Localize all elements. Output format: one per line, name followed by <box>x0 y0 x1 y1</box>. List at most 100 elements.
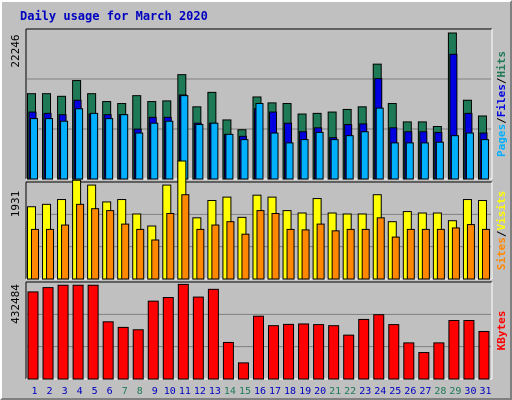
pages-bar-18 <box>285 142 294 180</box>
pages-bar-14 <box>225 133 234 180</box>
day-label-18: 18 <box>284 386 296 397</box>
sites-bar-16 <box>256 210 265 280</box>
day-label-28: 28 <box>434 386 446 397</box>
axis-max-hits: 22246 <box>9 34 22 67</box>
day-label-1: 1 <box>32 386 38 397</box>
day-label-30: 30 <box>464 386 476 397</box>
pages-bar-16 <box>255 103 264 180</box>
day-label-25: 25 <box>389 386 401 397</box>
sites-bar-14 <box>226 221 235 280</box>
pages-bar-22 <box>345 135 354 180</box>
kbytes-bar-6 <box>102 321 114 380</box>
sites-bar-28 <box>436 228 445 280</box>
kbytes-bar-7 <box>117 326 129 380</box>
pages-bar-29 <box>450 135 459 180</box>
kbytes-bar-1 <box>27 291 39 380</box>
pages-bar-15 <box>240 139 249 180</box>
pages-bar-9 <box>150 122 159 180</box>
kbytes-bar-16 <box>252 315 264 380</box>
legend-kbytes-part-1: KBytes <box>495 311 508 351</box>
day-label-31: 31 <box>479 386 491 397</box>
kbytes-bar-12 <box>192 296 204 380</box>
day-label-10: 10 <box>164 386 176 397</box>
day-label-23: 23 <box>359 386 371 397</box>
day-label-11: 11 <box>179 386 191 397</box>
sites-bar-22 <box>346 228 355 280</box>
kbytes-bar-2 <box>42 287 54 380</box>
legend-sites-visits-part-2: / <box>495 230 508 237</box>
kbytes-bar-27 <box>418 352 430 380</box>
sites-bar-23 <box>361 228 370 280</box>
day-label-22: 22 <box>344 386 356 397</box>
kbytes-bar-26 <box>403 342 415 380</box>
kbytes-bar-30 <box>463 320 475 380</box>
sites-bar-4 <box>76 203 85 280</box>
kbytes-bar-5 <box>87 284 99 380</box>
sites-bar-12 <box>196 228 205 280</box>
sites-bar-15 <box>241 233 250 280</box>
pages-bar-2 <box>45 118 54 180</box>
day-label-26: 26 <box>404 386 416 397</box>
legend-pages-files-hits-part-2: / <box>495 117 508 124</box>
kbytes-bar-11 <box>177 283 189 380</box>
kbytes-bar-17 <box>268 325 280 380</box>
sites-bar-5 <box>91 208 100 280</box>
legend-pages-files-hits-part-3: Files <box>495 84 508 117</box>
pages-bar-20 <box>315 131 324 180</box>
legend-pages-files-hits-part-4: / <box>495 77 508 84</box>
pages-bar-28 <box>435 141 444 180</box>
kbytes-bar-21 <box>328 325 340 380</box>
day-label-8: 8 <box>137 386 143 397</box>
day-label-14: 14 <box>224 386 236 397</box>
kbytes-bar-9 <box>147 300 159 380</box>
day-label-2: 2 <box>47 386 53 397</box>
pages-bar-5 <box>90 112 99 180</box>
pages-bar-17 <box>270 132 279 180</box>
day-label-17: 17 <box>269 386 281 397</box>
day-label-16: 16 <box>254 386 266 397</box>
axis-max-kbytes: 432484 <box>9 284 22 324</box>
pages-bar-30 <box>465 132 474 180</box>
kbytes-bar-18 <box>283 323 295 380</box>
legend-sites-visits-part-3: Visits <box>495 191 508 231</box>
pages-bar-3 <box>60 120 69 180</box>
pages-bar-8 <box>135 132 144 180</box>
sites-bar-24 <box>376 217 385 280</box>
sites-bar-30 <box>466 224 475 280</box>
kbytes-bar-24 <box>373 314 385 380</box>
kbytes-bar-15 <box>237 362 249 380</box>
sites-bar-29 <box>451 227 460 280</box>
pages-bar-13 <box>210 122 219 180</box>
day-label-12: 12 <box>194 386 206 397</box>
legend-kbytes: KBytes <box>495 311 508 351</box>
pages-bar-7 <box>120 114 129 180</box>
sites-bar-3 <box>61 224 70 280</box>
pages-bar-26 <box>405 142 414 180</box>
kbytes-bar-3 <box>57 284 69 380</box>
kbytes-bar-29 <box>448 320 460 380</box>
pages-bar-10 <box>165 120 174 180</box>
sites-bar-19 <box>301 229 310 280</box>
sites-bar-8 <box>136 228 145 280</box>
pages-bar-23 <box>360 131 369 180</box>
day-label-6: 6 <box>107 386 113 397</box>
pages-bar-6 <box>105 118 114 180</box>
pages-bar-4 <box>75 108 84 180</box>
kbytes-bar-4 <box>72 284 84 380</box>
day-label-21: 21 <box>329 386 341 397</box>
pages-bar-31 <box>480 139 489 180</box>
kbytes-bar-22 <box>343 334 355 380</box>
pages-bar-1 <box>30 118 38 180</box>
sites-bar-7 <box>121 223 130 280</box>
legend-sites-visits-part-1: Sites <box>495 237 508 270</box>
legend-sites-visits: Sites/Visits <box>495 191 508 271</box>
kbytes-bar-13 <box>207 288 219 380</box>
day-label-19: 19 <box>299 386 311 397</box>
sites-bar-31 <box>481 228 490 280</box>
kbytes-bar-10 <box>162 297 174 380</box>
sites-bar-10 <box>166 213 175 280</box>
kbytes-bar-28 <box>433 342 445 380</box>
pages-bar-24 <box>375 107 384 180</box>
